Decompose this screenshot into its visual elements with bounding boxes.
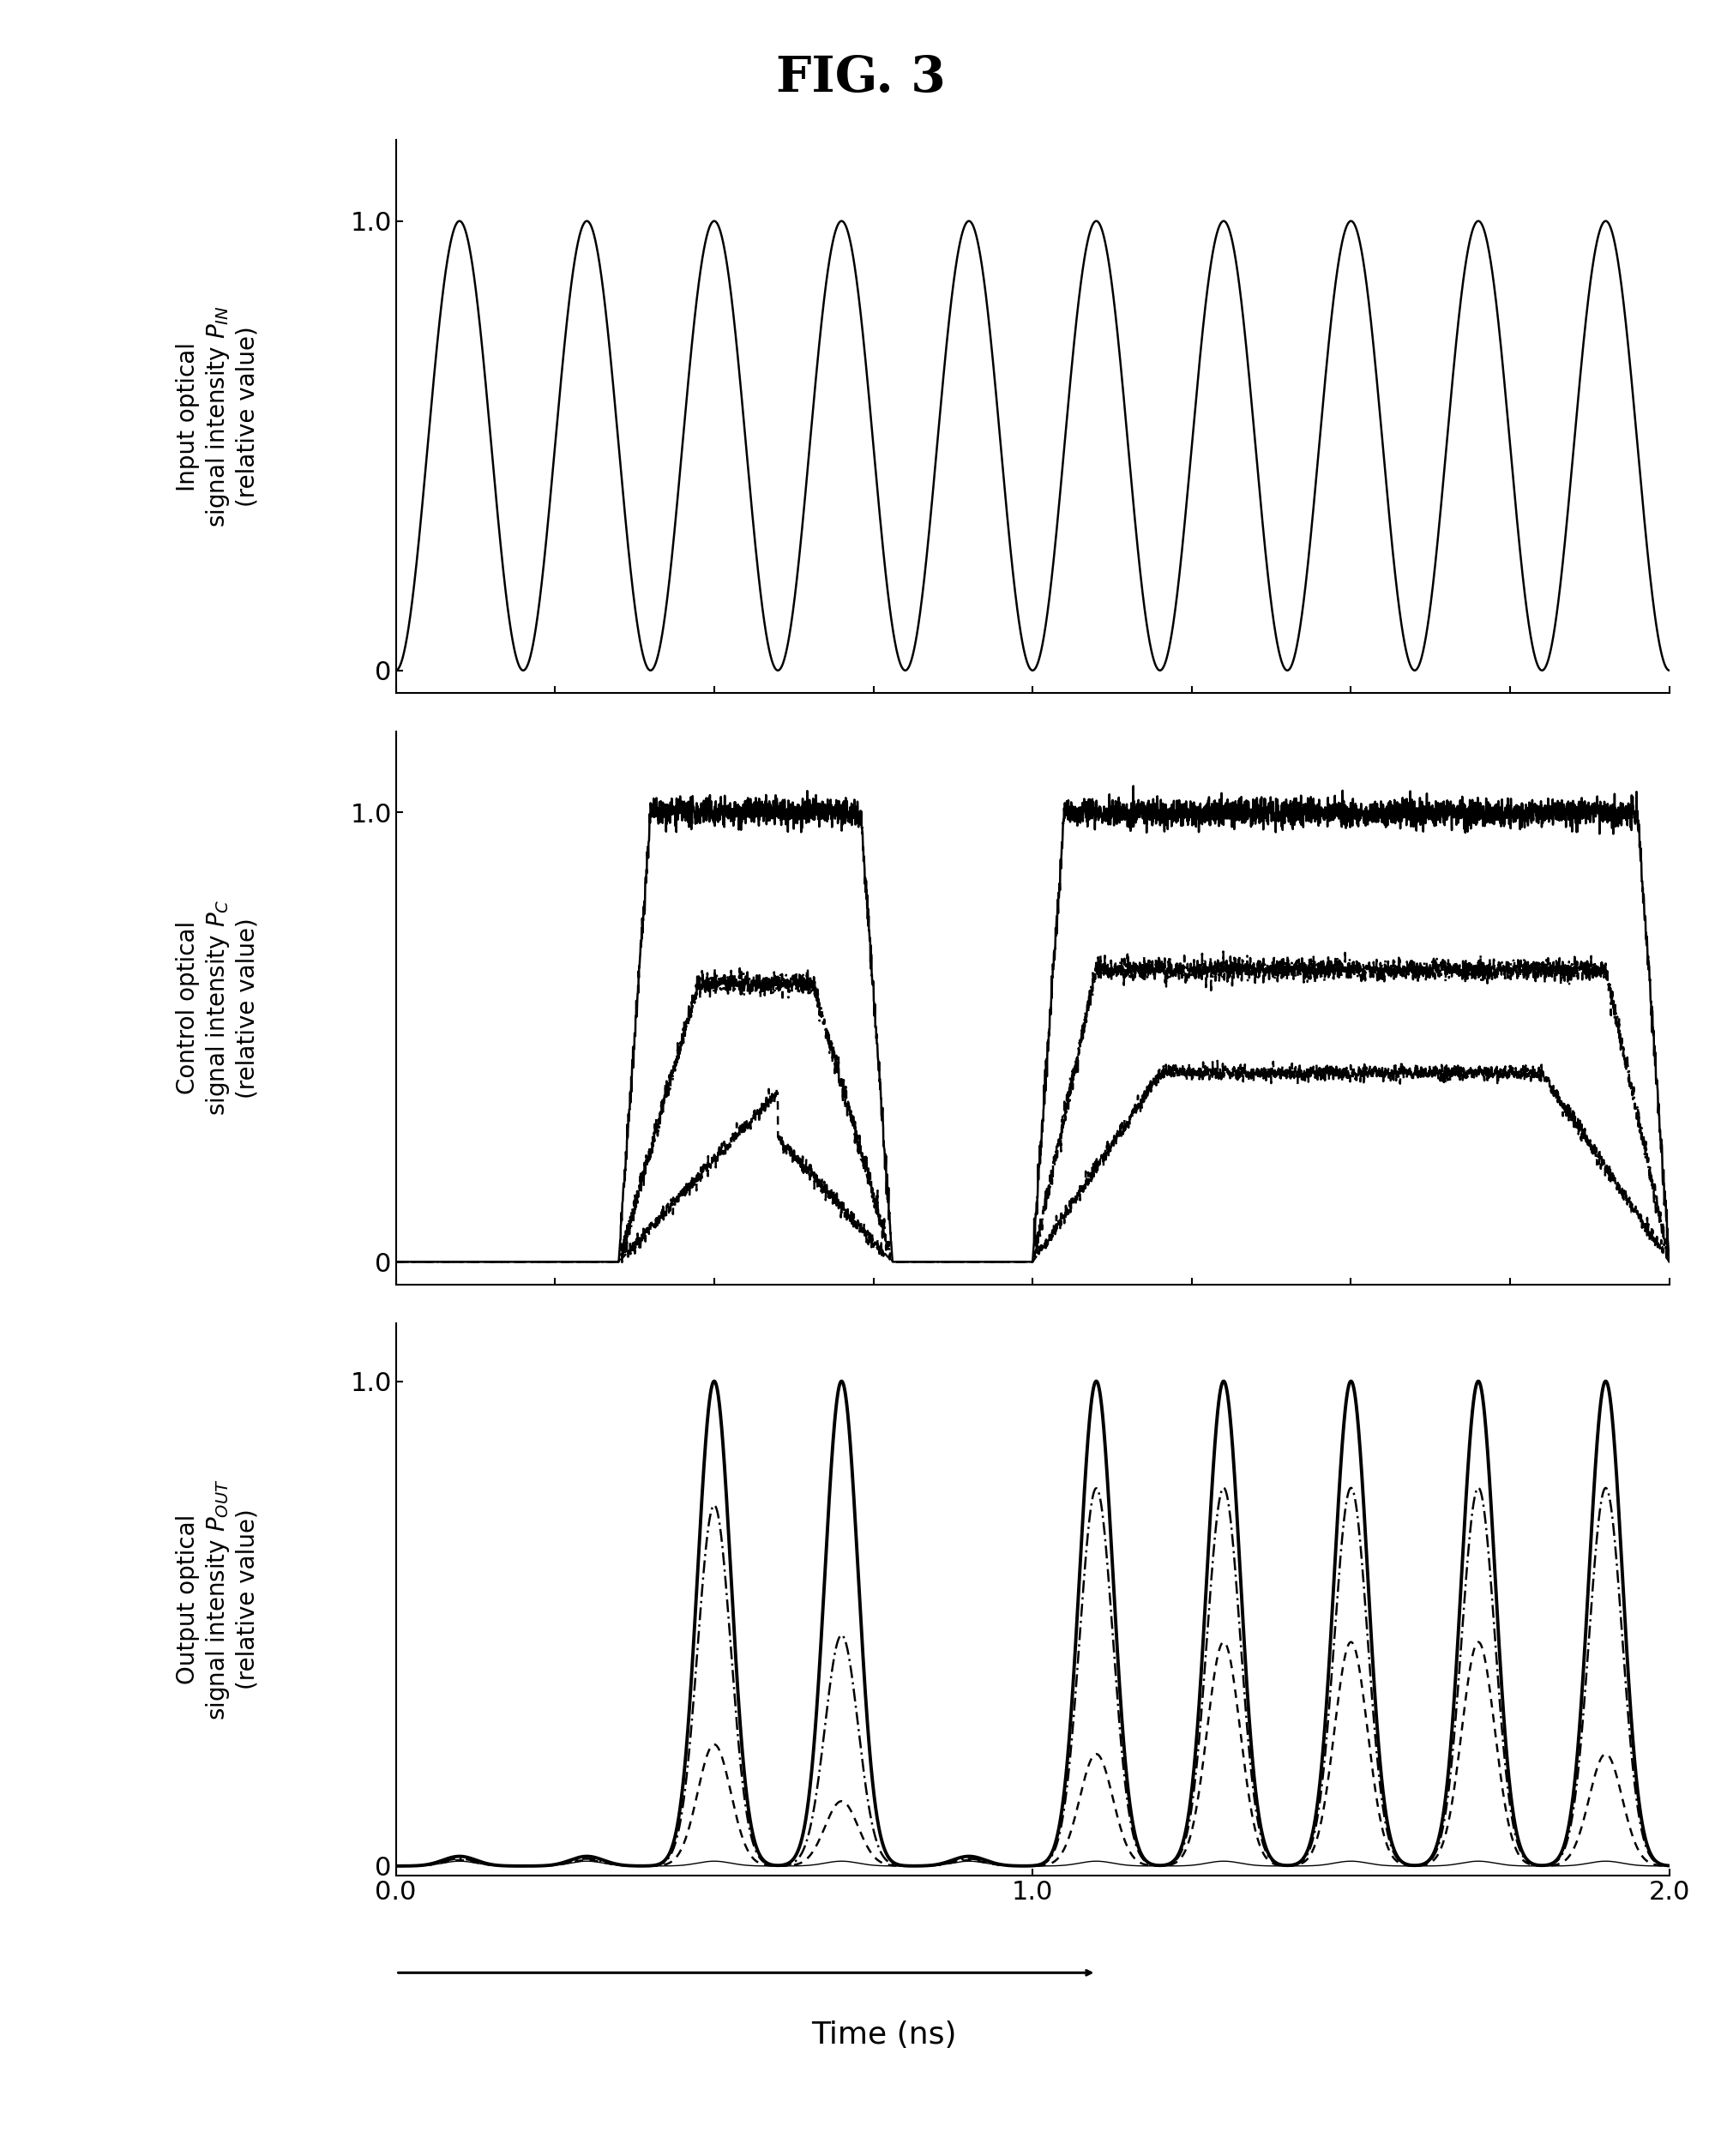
Y-axis label: Output optical
signal intensity $P_{OUT}$
(relative value): Output optical signal intensity $P_{OUT}… bbox=[176, 1479, 260, 1720]
Y-axis label: Control optical
signal intensity $P_C$
(relative value): Control optical signal intensity $P_C$ (… bbox=[176, 899, 260, 1117]
Y-axis label: Input optical
signal intensity $P_{IN}$
(relative value): Input optical signal intensity $P_{IN}$ … bbox=[176, 306, 260, 528]
Text: FIG. 3: FIG. 3 bbox=[776, 54, 945, 101]
Text: Time (ns): Time (ns) bbox=[811, 2020, 957, 2050]
